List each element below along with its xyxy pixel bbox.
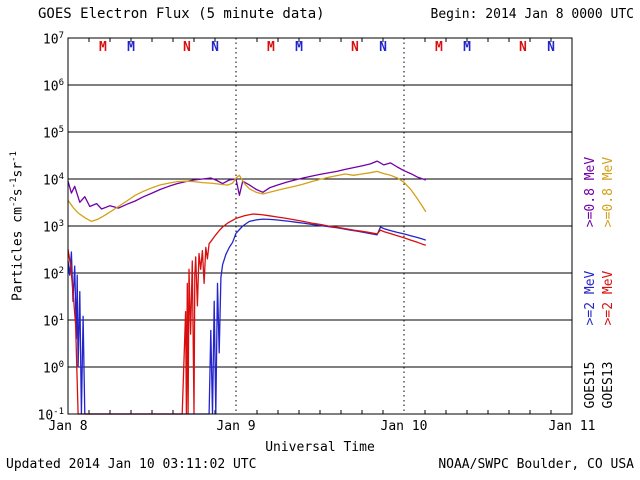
satellite-midnight-marker: M bbox=[127, 40, 135, 55]
satellite-noon-marker: N bbox=[351, 40, 359, 55]
satellite-midnight-marker: M bbox=[463, 40, 471, 55]
satellite-noon-marker: N bbox=[379, 40, 387, 55]
series-goes13-2-mev bbox=[67, 213, 426, 415]
y-tick-label: 101 bbox=[42, 313, 64, 330]
satellite-midnight-marker: M bbox=[267, 40, 275, 55]
begin-timestamp: Begin: 2014 Jan 8 0000 UTC bbox=[430, 7, 635, 22]
x-tick-label: Jan 10 bbox=[380, 419, 428, 434]
x-tick-label: Jan 8 bbox=[48, 419, 88, 434]
series-goes15-2-mev bbox=[67, 218, 427, 415]
legend-label-goes15: GOES15 bbox=[583, 361, 598, 409]
x-axis-label: Universal Time bbox=[265, 440, 375, 455]
y-tick-label: 106 bbox=[42, 78, 64, 95]
satellite-midnight-marker: M bbox=[435, 40, 443, 55]
series-goes15-0.8-mev bbox=[67, 160, 427, 210]
plot-frame bbox=[67, 37, 573, 415]
y-tick-label: 107 bbox=[42, 31, 64, 48]
satellite-midnight-marker: M bbox=[99, 40, 107, 55]
y-tick-label: 104 bbox=[42, 172, 64, 189]
page-title: GOES Electron Flux (5 minute data) bbox=[38, 6, 325, 22]
x-tick-label: Jan 9 bbox=[216, 419, 256, 434]
y-tick-label: 100 bbox=[42, 360, 64, 377]
y-tick-label: 103 bbox=[42, 219, 64, 236]
credit-text: NOAA/SWPC Boulder, CO USA bbox=[438, 457, 634, 472]
updated-timestamp: Updated 2014 Jan 10 03:11:02 UTC bbox=[6, 457, 257, 472]
satellite-noon-marker: N bbox=[519, 40, 527, 55]
satellite-noon-marker: N bbox=[211, 40, 219, 55]
y-tick-label: 10-1 bbox=[37, 407, 65, 424]
satellite-noon-marker: N bbox=[183, 40, 191, 55]
satellite-noon-marker: N bbox=[547, 40, 555, 55]
series-goes13-0.8-mev bbox=[67, 170, 427, 223]
y-tick-label: 102 bbox=[42, 266, 64, 283]
satellite-midnight-marker: M bbox=[295, 40, 303, 55]
legend-label-goes13: GOES13 bbox=[601, 361, 616, 409]
x-tick-label: Jan 11 bbox=[548, 419, 596, 434]
y-tick-label: 105 bbox=[42, 125, 64, 142]
